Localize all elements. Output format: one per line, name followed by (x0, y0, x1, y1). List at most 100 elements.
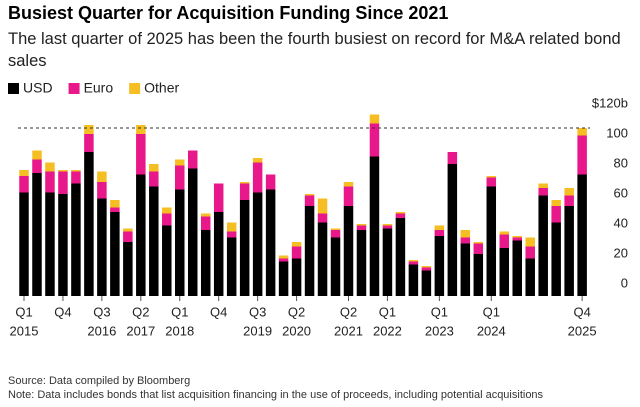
bar-segment (187, 168, 198, 296)
bar-segment (175, 159, 185, 166)
bar-segment (564, 206, 574, 296)
y-tick-label: 0 (621, 275, 628, 290)
bar-segment (369, 123, 380, 157)
bar-segment (369, 156, 380, 296)
y-tick-label: 20 (614, 245, 628, 260)
bar-segment (577, 128, 587, 136)
note: Note: Data includes bonds that list acqu… (8, 389, 544, 401)
bar-segment (19, 192, 29, 296)
x-tick-year: 2023 (425, 323, 454, 338)
bar-segment (32, 173, 42, 296)
bar-segment (525, 246, 535, 259)
source: Source: Data compiled by Bloomberg (8, 375, 191, 387)
x-tick-year: 2016 (87, 323, 116, 338)
bar-segment (421, 267, 432, 271)
x-tick-label: Q1 (483, 304, 500, 319)
legend-swatch (68, 83, 80, 94)
y-tick-label: $120b (592, 95, 628, 110)
bar-segment (252, 192, 263, 296)
bar-segment (32, 150, 42, 160)
bar-segment (330, 230, 341, 238)
legend-label: USD (23, 80, 53, 96)
bar-segment (45, 162, 55, 172)
bar-segment (369, 114, 380, 124)
bar-segment (499, 231, 510, 235)
x-tick-year: 2024 (477, 323, 506, 338)
x-tick-label: Q3 (93, 304, 110, 319)
bar-segment (486, 177, 497, 187)
bar-segment (538, 183, 548, 188)
x-tick-label: Q4 (210, 304, 227, 319)
x-tick-year: 2015 (10, 323, 39, 338)
bar-segment (499, 234, 510, 248)
bar-segment (291, 246, 302, 259)
bar-segment (149, 186, 159, 296)
bar-segment (577, 174, 587, 296)
chart: USD Euro Other 0 20 40 60 80 100 $120b Q1 2015 Q4 Q3 2… (8, 80, 628, 338)
bar-segment (136, 174, 146, 296)
bar-segment (317, 213, 328, 223)
bar-segment (460, 237, 471, 244)
bar-segment (123, 228, 133, 232)
x-tick-year: 2020 (282, 323, 311, 338)
x-tick-label: Q2 (132, 304, 149, 319)
x-tick-label: Q1 (15, 304, 32, 319)
bar-segment (551, 200, 561, 206)
bar-segment (512, 236, 522, 238)
x-tick-year: 2018 (165, 323, 194, 338)
bar-segment (278, 258, 289, 262)
chart-subtitle: The last quarter of 2025 has been the fo… (8, 30, 621, 70)
bar-segment (110, 212, 120, 296)
bar-segment (525, 258, 535, 296)
bar-segment (551, 206, 561, 223)
bar-segment (84, 125, 94, 134)
x-tick-year: 2025 (568, 323, 597, 338)
bar-segment (97, 198, 107, 296)
legend-label: Other (144, 80, 179, 96)
footnotes: Source: Data compiled by Bloomberg Note:… (8, 374, 543, 402)
bar-segment (58, 171, 68, 194)
bar-segment (239, 200, 250, 296)
bar-segment (434, 230, 445, 236)
bar-segment (460, 243, 471, 296)
bar-segment (71, 170, 81, 172)
bar-segment (162, 213, 172, 226)
bar-segment (317, 198, 328, 214)
bar-segment (395, 212, 406, 214)
x-tick-label: Q2 (340, 304, 357, 319)
bar-segment (408, 260, 419, 262)
bar-segment (421, 270, 432, 296)
bar-segment (252, 162, 263, 193)
bar-segment (408, 264, 419, 296)
bar-segment (226, 237, 237, 296)
bar-segment (486, 186, 497, 296)
bar-segment (343, 206, 354, 296)
bar-segment (136, 125, 146, 134)
bar-segment (538, 195, 548, 296)
y-tick-label: 100 (606, 125, 628, 140)
bar-segment (278, 255, 289, 259)
x-tick-year: 2022 (373, 323, 402, 338)
bar-segment (447, 152, 458, 164)
legend-swatch (8, 83, 19, 94)
bar-segment (343, 186, 354, 206)
bar-segment (45, 192, 55, 296)
bar-segment (525, 237, 535, 247)
bar-segment (32, 159, 42, 173)
x-tick-label: Q1 (171, 304, 188, 319)
x-tick-label: Q4 (54, 304, 71, 319)
bar-segment (512, 240, 522, 296)
x-tick-label: Q1 (431, 304, 448, 319)
bar-segment (343, 182, 354, 187)
x-tick-year: 2021 (334, 323, 363, 338)
bar-segment (317, 222, 328, 296)
bar-segment (473, 254, 484, 296)
bar-segment (149, 171, 159, 187)
bar-segment (252, 158, 263, 163)
bar-segment (382, 224, 393, 226)
bar-segment (110, 200, 120, 208)
bar-segment (330, 237, 341, 296)
bar-segment (447, 164, 458, 296)
bar-segment (19, 170, 29, 176)
legend-label: Euro (84, 80, 114, 96)
